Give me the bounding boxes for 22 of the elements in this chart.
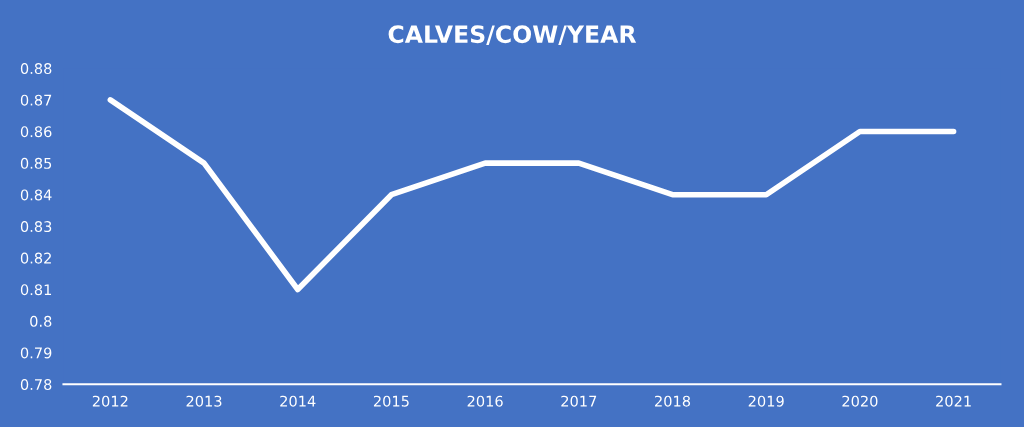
y-tick-label: 0.83 (20, 221, 52, 233)
y-tick-label: 0.81 (20, 284, 52, 296)
y-tick-label: 0.84 (20, 189, 52, 201)
x-tick-label: 2017 (561, 395, 597, 407)
x-tick-label: 2018 (655, 395, 691, 407)
y-tick-label: 0.78 (20, 379, 52, 391)
x-tick-label: 2013 (186, 395, 222, 407)
x-tick-label: 2021 (936, 395, 971, 407)
x-tick-label: 2012 (92, 395, 128, 407)
y-tick-label: 0.8 (30, 315, 52, 327)
x-tick-label: 2019 (748, 395, 784, 407)
y-tick-label: 0.87 (20, 94, 52, 106)
chart-title: CALVES/COW/YEAR (388, 25, 637, 45)
x-tick-label: 2014 (280, 395, 316, 407)
x-tick-label: 2020 (842, 395, 878, 407)
y-tick-label: 0.82 (20, 252, 51, 264)
x-tick-label: 2015 (373, 395, 409, 407)
y-tick-label: 0.88 (20, 63, 52, 75)
y-tick-label: 0.85 (20, 157, 52, 169)
y-tick-label: 0.86 (20, 126, 52, 138)
x-tick-label: 2016 (467, 395, 503, 407)
y-tick-label: 0.79 (20, 347, 52, 359)
